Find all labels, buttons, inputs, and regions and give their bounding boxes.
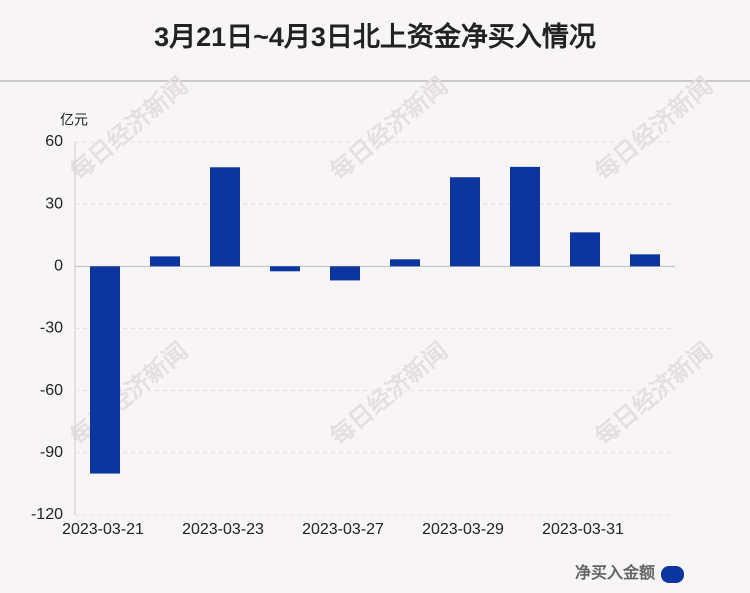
- bar: [270, 266, 300, 272]
- y-tick-label: -120: [31, 506, 63, 523]
- bar: [210, 167, 240, 267]
- y-tick-label: 30: [45, 195, 63, 212]
- y-tick-label: 60: [45, 133, 63, 150]
- bar: [450, 177, 480, 267]
- y-tick-label: -60: [40, 382, 63, 399]
- x-tick-label: 2023-03-29: [422, 521, 504, 538]
- y-tick-label: -90: [40, 444, 63, 461]
- bar: [90, 266, 120, 474]
- bar: [330, 266, 360, 281]
- x-tick-label: 2023-03-27: [302, 521, 384, 538]
- bar: [390, 259, 420, 267]
- y-tick-label: 0: [54, 258, 63, 275]
- x-tick-label: 2023-03-21: [62, 521, 144, 538]
- bar: [150, 256, 180, 267]
- x-tick-label: 2023-03-23: [182, 521, 264, 538]
- y-tick-label: -30: [40, 320, 63, 337]
- x-tick-label: 2023-03-31: [542, 521, 624, 538]
- legend-swatch: [661, 566, 684, 583]
- bar: [630, 254, 660, 267]
- chart-title: 3月21日~4月3日北上资金净买入情况: [154, 21, 596, 52]
- y-axis-label: 亿元: [60, 112, 88, 128]
- legend-label: 净买入金额: [575, 563, 655, 582]
- bar: [570, 232, 600, 267]
- bar: [510, 166, 540, 267]
